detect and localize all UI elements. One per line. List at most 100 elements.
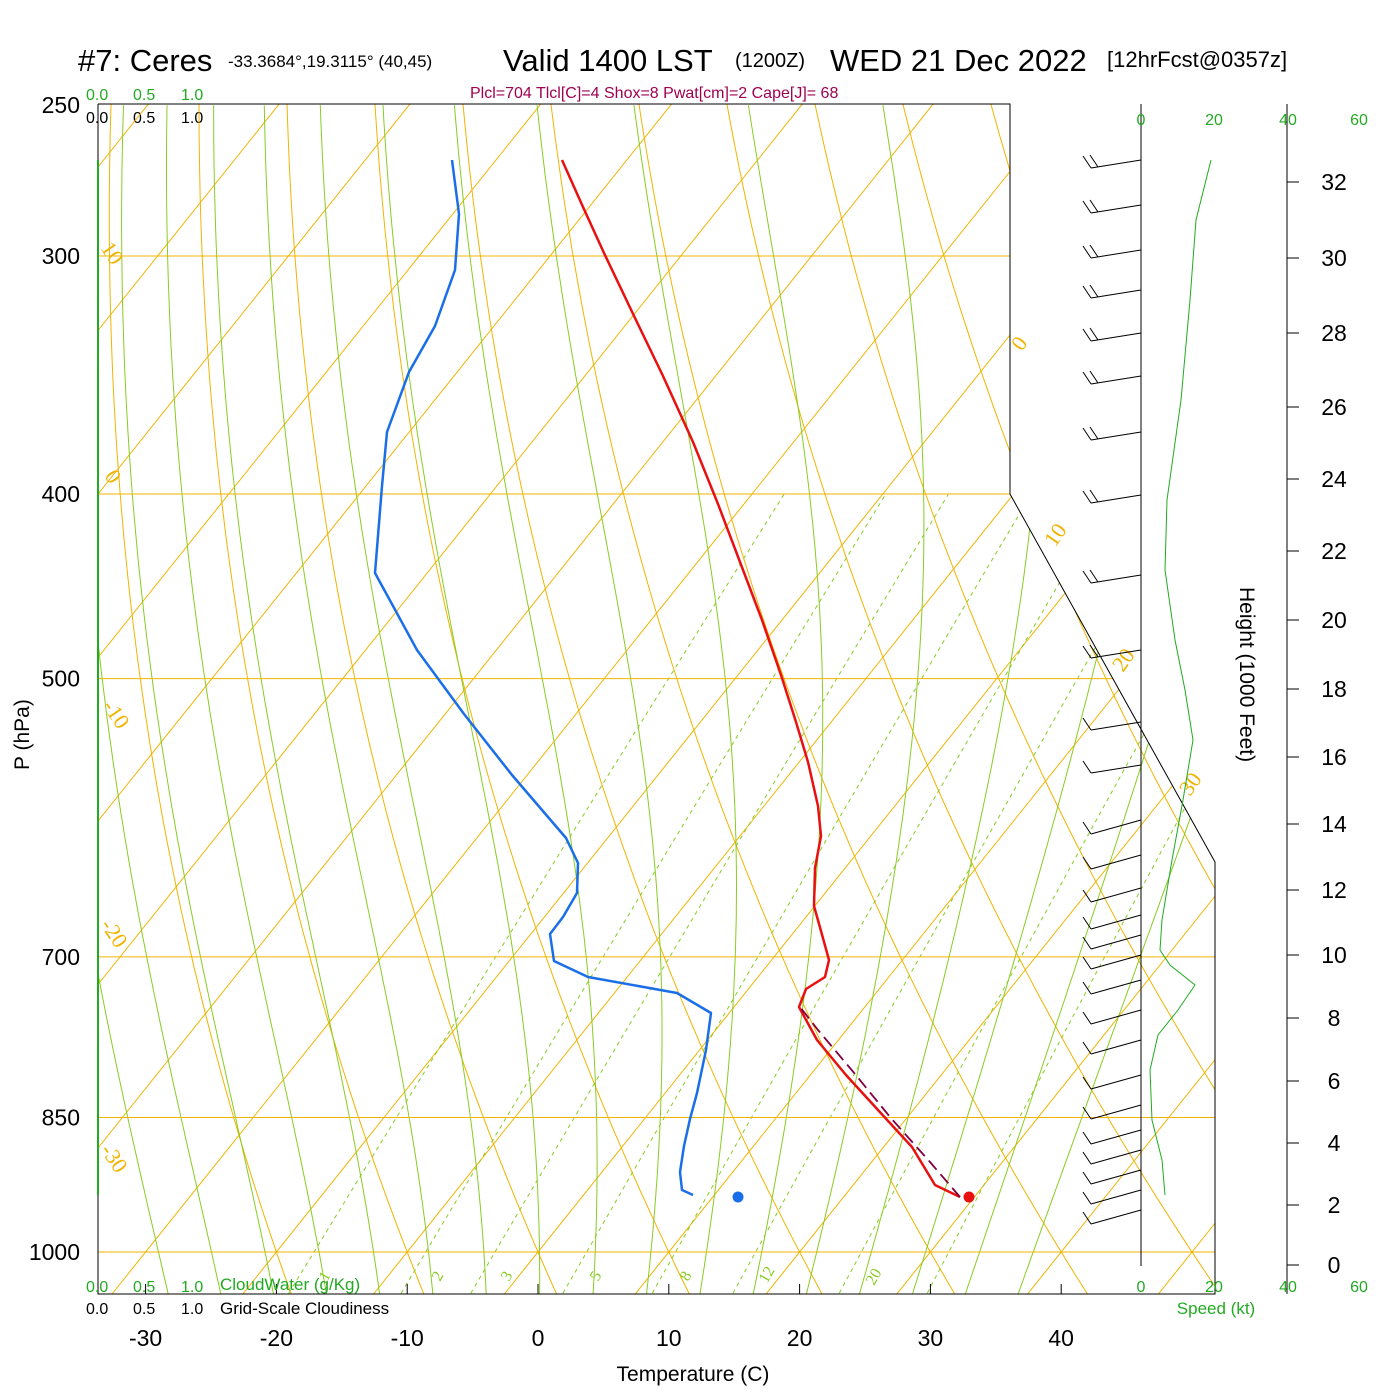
wind-barb-staff bbox=[1090, 934, 1142, 950]
dry-adiabat-line bbox=[546, 104, 969, 1294]
valid-utc: (1200Z) bbox=[735, 50, 805, 72]
wind-barb-staff bbox=[1090, 764, 1142, 774]
isotherm-line bbox=[98, 104, 550, 1294]
isotherm-line bbox=[373, 104, 1215, 1294]
mixing-ratio-line bbox=[835, 493, 1215, 1294]
wind-barb-flag bbox=[1082, 956, 1092, 970]
temperature-tick-label: 40 bbox=[1048, 1325, 1074, 1351]
forecast-info: [12hrFcst@0357z] bbox=[1107, 47, 1287, 72]
wind-barb-flag bbox=[1082, 570, 1092, 584]
moist-adiabat-line bbox=[382, 105, 541, 1294]
wind-barb-icon bbox=[1082, 1009, 1142, 1025]
top-cloud-scales: 0.0 0.5 1.0 0.0 0.5 1.0 bbox=[86, 87, 203, 127]
moist-adiabat-line bbox=[747, 105, 824, 1294]
wind-barb-icon bbox=[1082, 244, 1142, 259]
wind-barb-icon bbox=[1082, 954, 1142, 970]
bottom-black-scale-0: 0.0 bbox=[86, 1301, 108, 1318]
isobar-lines bbox=[98, 255, 1215, 1253]
height-tick-label: 18 bbox=[1321, 676, 1347, 702]
wind-barb-icon bbox=[1082, 370, 1142, 385]
moist-adiabat-line bbox=[957, 105, 1215, 1294]
wind-barb-icon bbox=[1082, 644, 1142, 659]
moist-adiabat-line bbox=[453, 105, 598, 1294]
mixing-ratio-line bbox=[466, 493, 949, 1294]
wind-barbs bbox=[1082, 154, 1142, 1225]
isotherm-line bbox=[98, 104, 680, 1294]
isotherm-line bbox=[98, 104, 419, 1294]
bottom-green-scale-0: 0.0 bbox=[86, 1279, 108, 1296]
wind-barb-staff bbox=[1090, 375, 1142, 385]
wind-barb-staff bbox=[1090, 854, 1142, 870]
plot-frame bbox=[97, 103, 1216, 1295]
isotherm-lines bbox=[98, 104, 1215, 1294]
wind-barb-icon bbox=[1082, 1209, 1142, 1225]
wind-barb-staff bbox=[1090, 1189, 1142, 1205]
moist-adiabat-line bbox=[800, 105, 925, 1294]
mixing-ratio-line bbox=[647, 493, 1112, 1294]
wind-barb-flag bbox=[1082, 936, 1092, 950]
wind-barb-flag bbox=[1082, 1171, 1092, 1185]
wind-barb-flag bbox=[1082, 1151, 1092, 1165]
isotherm-label: -10 bbox=[98, 695, 135, 733]
wind-barb-flag bbox=[1082, 1211, 1092, 1225]
isotherm-line bbox=[1158, 104, 1215, 1294]
temperature-axis-label: Temperature (C) bbox=[617, 1363, 770, 1386]
wind-barb-icon bbox=[1082, 934, 1142, 950]
wind-barb-flag bbox=[1089, 644, 1099, 658]
pressure-tick-label: 250 bbox=[42, 92, 80, 118]
wind-barb-icon bbox=[1082, 717, 1142, 731]
wind-barb-icon bbox=[1082, 914, 1142, 930]
wind-barb-icon bbox=[1082, 199, 1142, 214]
isotherm-label: 0 bbox=[100, 465, 127, 488]
wind-barb-staff bbox=[1090, 431, 1142, 441]
height-tick-label: 2 bbox=[1328, 1192, 1341, 1218]
temperature-tick-label: 20 bbox=[787, 1325, 813, 1351]
bottom-cloud-scales: 0.0 0.5 1.0 CloudWater (g/Kg) 0.0 0.5 1.… bbox=[86, 1275, 389, 1318]
isotherm-label: 30 bbox=[1174, 768, 1207, 800]
mixing-ratio-line bbox=[396, 493, 887, 1294]
wind-barb-icon bbox=[1082, 887, 1142, 903]
isotherm-label: 20 bbox=[1107, 644, 1140, 676]
wind-barb-icon bbox=[1082, 819, 1142, 835]
wind-barb-staff bbox=[1090, 914, 1142, 930]
wind-barb-staff bbox=[1090, 249, 1142, 259]
wind-barb-icon bbox=[1082, 854, 1142, 870]
wind-barb-flag bbox=[1082, 155, 1092, 169]
dry-adiabat-line bbox=[633, 104, 1102, 1294]
top-green-scale-2: 1.0 bbox=[181, 87, 203, 104]
wind-barb-staff bbox=[1090, 159, 1142, 169]
wind-barb-icon bbox=[1082, 426, 1142, 441]
wind-barb-staff bbox=[1090, 1209, 1142, 1225]
wind-barb-icon bbox=[1082, 1129, 1142, 1145]
speed-tick-top: 0 bbox=[1137, 112, 1146, 129]
wind-barb-flag bbox=[1082, 916, 1092, 930]
moist-adiabat-line bbox=[319, 105, 488, 1294]
wind-barb-icon bbox=[1082, 284, 1142, 299]
moist-adiabat-line bbox=[98, 105, 226, 1294]
wind-barb-flag bbox=[1082, 717, 1092, 731]
wind-barb-staff bbox=[1090, 649, 1142, 659]
wind-barb-flag bbox=[1082, 981, 1092, 995]
wind-barb-flag bbox=[1089, 244, 1099, 258]
height-tick-label: 28 bbox=[1321, 320, 1347, 346]
temperature-tick-label: -10 bbox=[391, 1325, 424, 1351]
temperature-tick-label: 10 bbox=[656, 1325, 682, 1351]
moist-adiabat-line bbox=[166, 105, 331, 1294]
pressure-tick-label: 700 bbox=[42, 944, 80, 970]
parcel-path bbox=[799, 1006, 961, 1198]
speed-tick-top: 40 bbox=[1279, 112, 1297, 129]
wind-barb-icon bbox=[1082, 979, 1142, 995]
height-tick-label: 14 bbox=[1321, 811, 1347, 837]
top-black-scale-0: 0.0 bbox=[86, 110, 108, 127]
isotherm-line bbox=[98, 104, 288, 1294]
temperature-axis-ticks: -30 -20 -10 0 10 20 30 40 bbox=[129, 1284, 1074, 1351]
height-tick-label: 32 bbox=[1321, 169, 1347, 195]
valid-time: Valid 1400 LST bbox=[503, 43, 713, 78]
wind-barb-flag bbox=[1082, 1131, 1092, 1145]
height-tick-label: 6 bbox=[1328, 1068, 1341, 1094]
wind-barb-icon bbox=[1082, 1104, 1142, 1120]
pressure-tick-label: 500 bbox=[42, 666, 80, 692]
moist-adiabat-line bbox=[1009, 105, 1215, 1294]
